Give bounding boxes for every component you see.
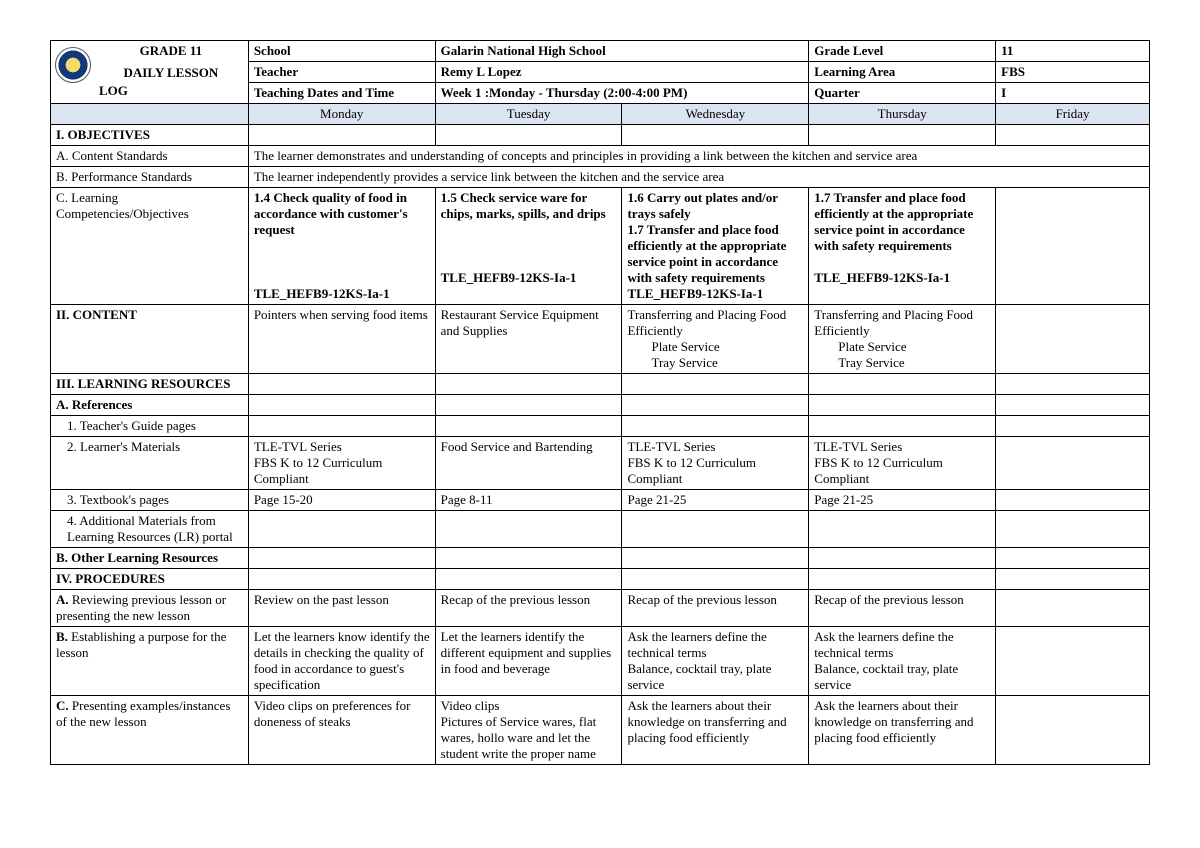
proc-b-wed: Ask the learners define the technical te… xyxy=(622,627,809,696)
dates-label: Teaching Dates and Time xyxy=(248,83,435,104)
proc-c-mon: Video clips on preferences for doneness … xyxy=(248,696,435,765)
school-value: Galarin National High School xyxy=(435,41,809,62)
grade-title: GRADE 11 xyxy=(140,43,202,58)
section-resources: III. LEARNING RESOURCES xyxy=(51,374,249,395)
lm-tue: Food Service and Bartending xyxy=(435,437,622,490)
lc-thu: 1.7 Transfer and place food efficiently … xyxy=(809,188,996,305)
learning-area-label: Learning Area xyxy=(809,62,996,83)
school-label: School xyxy=(248,41,435,62)
learning-area-value: FBS xyxy=(996,62,1150,83)
content-standards-text: The learner demonstrates and understandi… xyxy=(248,146,1149,167)
section-procedures: IV. PROCEDURES xyxy=(51,569,249,590)
lm-wed: TLE-TVL Series FBS K to 12 Curriculum Co… xyxy=(622,437,809,490)
day-fri: Friday xyxy=(996,104,1150,125)
proc-b-tue: Let the learners identify the different … xyxy=(435,627,622,696)
proc-c-wed: Ask the learners about their knowledge o… xyxy=(622,696,809,765)
tb-mon: Page 15-20 xyxy=(248,490,435,511)
dll-label: DAILY LESSON xyxy=(124,65,219,80)
lc-mon: 1.4 Check quality of food in accordance … xyxy=(248,188,435,305)
day-tue: Tuesday xyxy=(435,104,622,125)
day-mon: Monday xyxy=(248,104,435,125)
blank-day-cell xyxy=(51,104,249,125)
other-resources-label: B. Other Learning Resources xyxy=(51,548,249,569)
proc-a-tue: Recap of the previous lesson xyxy=(435,590,622,627)
proc-c-thu: Ask the learners about their knowledge o… xyxy=(809,696,996,765)
tb-pages-label: 3. Textbook's pages xyxy=(51,490,249,511)
lm-mon: TLE-TVL Series FBS K to 12 Curriculum Co… xyxy=(248,437,435,490)
proc-b-thu: Ask the learners define the technical te… xyxy=(809,627,996,696)
content-tue: Restaurant Service Equipment and Supplie… xyxy=(435,305,622,374)
grade-level-label: Grade Level xyxy=(809,41,996,62)
proc-b-mon: Let the learners know identify the detai… xyxy=(248,627,435,696)
performance-standards-label: B. Performance Standards xyxy=(51,167,249,188)
proc-a-mon: Review on the past lesson xyxy=(248,590,435,627)
tg-pages-label: 1. Teacher's Guide pages xyxy=(51,416,249,437)
title-cell: GRADE 11 DAILY LESSON LOG xyxy=(51,41,249,104)
proc-b-label: B. Establishing a purpose for the lesson xyxy=(51,627,249,696)
day-thu: Thursday xyxy=(809,104,996,125)
teacher-value: Remy L Lopez xyxy=(435,62,809,83)
tb-wed: Page 21-25 xyxy=(622,490,809,511)
section-content: II. CONTENT xyxy=(51,305,249,374)
tb-tue: Page 8-11 xyxy=(435,490,622,511)
tb-thu: Page 21-25 xyxy=(809,490,996,511)
content-wed: Transferring and Placing Food Efficientl… xyxy=(622,305,809,374)
proc-c-label: C. Presenting examples/instances of the … xyxy=(51,696,249,765)
teacher-label: Teacher xyxy=(248,62,435,83)
section-objectives: I. OBJECTIVES xyxy=(51,125,249,146)
content-standards-label: A. Content Standards xyxy=(51,146,249,167)
lm-pages-label: 2. Learner's Materials xyxy=(51,437,249,490)
proc-a-label: A. Reviewing previous lesson or presenti… xyxy=(51,590,249,627)
proc-a-thu: Recap of the previous lesson xyxy=(809,590,996,627)
quarter-value: I xyxy=(996,83,1150,104)
references-label: A. References xyxy=(51,395,249,416)
grade-level-value: 11 xyxy=(996,41,1150,62)
content-mon: Pointers when serving food items xyxy=(248,305,435,374)
log-label: LOG xyxy=(99,83,128,98)
lc-wed: 1.6 Carry out plates and/or trays safely… xyxy=(622,188,809,305)
additional-materials-label: 4. Additional Materials from Learning Re… xyxy=(51,511,249,548)
deped-logo xyxy=(55,47,91,83)
days-header-row: Monday Tuesday Wednesday Thursday Friday xyxy=(51,104,1150,125)
lesson-log-table: GRADE 11 DAILY LESSON LOG School Galarin… xyxy=(50,40,1150,765)
quarter-label: Quarter xyxy=(809,83,996,104)
lc-tue: 1.5 Check service ware for chips, marks,… xyxy=(435,188,622,305)
day-wed: Wednesday xyxy=(622,104,809,125)
content-thu: Transferring and Placing Food Efficientl… xyxy=(809,305,996,374)
proc-c-tue: Video clips Pictures of Service wares, f… xyxy=(435,696,622,765)
learning-competencies-label: C. Learning Competencies/Objectives xyxy=(51,188,249,305)
performance-standards-text: The learner independently provides a ser… xyxy=(248,167,1149,188)
proc-a-wed: Recap of the previous lesson xyxy=(622,590,809,627)
dates-value: Week 1 :Monday - Thursday (2:00-4:00 PM) xyxy=(435,83,809,104)
lm-thu: TLE-TVL Series FBS K to 12 Curriculum Co… xyxy=(809,437,996,490)
